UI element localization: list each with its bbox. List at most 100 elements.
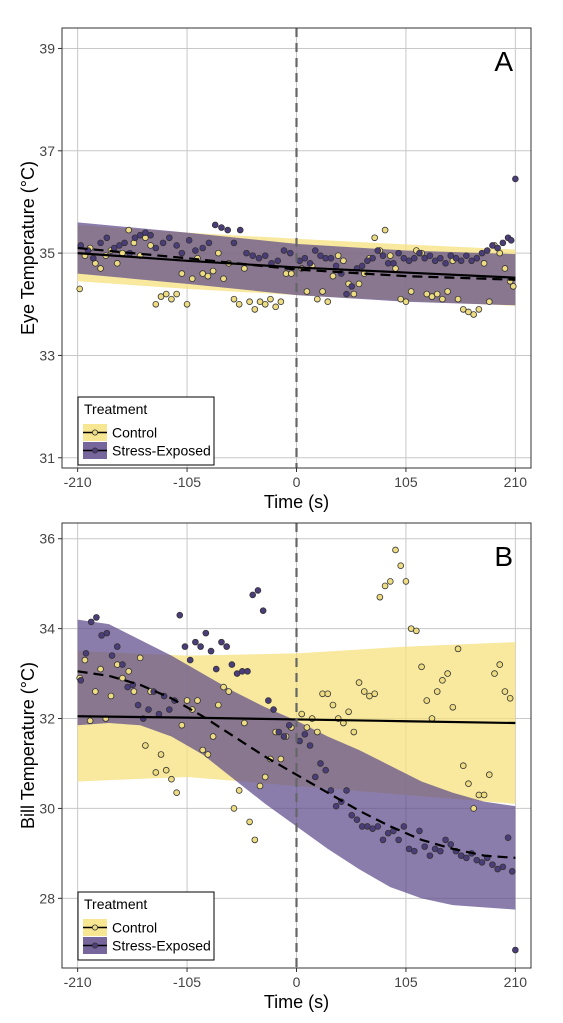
data-point [209, 733, 217, 740]
legend-label: Control [112, 920, 157, 936]
data-point [507, 237, 515, 244]
data-point [329, 701, 337, 709]
data-point [332, 262, 340, 270]
data-point [442, 836, 449, 844]
data-point [168, 295, 175, 303]
y-tick-label: 36 [39, 531, 55, 547]
data-point [183, 697, 191, 704]
data-point [113, 260, 121, 267]
data-point [287, 270, 295, 277]
data-point [364, 257, 371, 265]
x-axis-title: Time (s) [264, 492, 329, 512]
data-point [254, 587, 262, 594]
x-axis-title: Time (s) [264, 992, 329, 1012]
data-point [303, 724, 311, 731]
data-point [501, 265, 509, 272]
data-point [509, 283, 517, 290]
data-point [86, 717, 94, 725]
data-point [400, 254, 408, 262]
data-point [298, 710, 306, 718]
data-point [249, 591, 257, 599]
data-point [470, 805, 477, 812]
data-point [97, 239, 104, 247]
data-point [371, 234, 378, 242]
data-point [478, 859, 486, 866]
data-point [173, 290, 180, 298]
data-point [317, 252, 324, 259]
data-point [324, 298, 332, 306]
data-point [379, 836, 387, 844]
data-point [236, 226, 244, 234]
panel-letter: B [494, 541, 513, 572]
data-point [327, 787, 335, 794]
data-point [280, 247, 288, 254]
data-point [207, 647, 215, 655]
data-point [218, 638, 225, 646]
data-point [410, 254, 418, 262]
data-point [249, 252, 257, 259]
data-point [374, 247, 382, 254]
data-point [173, 242, 180, 249]
y-axis-title: Eye Temperature (°C) [18, 161, 38, 335]
panel-b: -210 -105 0 105 210 28 30 32 34 36 Time (s) Bill Te… [18, 522, 532, 1012]
data-point [322, 766, 329, 774]
data-point [348, 811, 356, 819]
data-point [470, 311, 477, 318]
data-point [103, 629, 111, 637]
data-point [395, 836, 402, 844]
data-point [241, 265, 248, 272]
data-point [277, 755, 285, 763]
data-point [410, 847, 418, 855]
data-point [259, 607, 267, 614]
data-point [246, 818, 253, 826]
data-point [261, 252, 269, 259]
data-point [241, 719, 248, 727]
data-point [371, 690, 378, 698]
fit-line-stress-exposed [77, 246, 516, 281]
data-point [82, 650, 90, 657]
legend: Treatment Control Stress-Exposed [77, 396, 215, 466]
data-point [301, 254, 309, 262]
data-point [447, 841, 455, 848]
data-point [255, 254, 263, 262]
data-point [433, 290, 441, 298]
data-point [204, 751, 212, 758]
data-point [116, 242, 123, 249]
data-point [178, 249, 186, 257]
legend-point [92, 924, 99, 931]
data-point [230, 239, 238, 247]
data-point [418, 663, 425, 671]
data-point [159, 239, 167, 247]
x-tick-label: -105 [173, 974, 201, 990]
data-layer [76, 175, 519, 318]
x-tick-label: -105 [173, 474, 201, 490]
data-point [178, 270, 186, 277]
y-tick-label: 34 [39, 621, 55, 637]
data-point [92, 688, 99, 695]
data-point [142, 229, 149, 236]
data-point [311, 773, 319, 781]
legend-point [92, 942, 99, 949]
data-point [400, 823, 408, 830]
data-point [246, 298, 253, 306]
data-point [358, 262, 366, 270]
data-point [121, 239, 128, 247]
data-point [77, 677, 85, 684]
data-point [194, 697, 201, 704]
data-point [97, 265, 104, 272]
legend-label: Stress-Exposed [112, 443, 211, 459]
data-point [428, 293, 436, 300]
fit-line-control [77, 252, 516, 279]
data-point [220, 275, 227, 282]
data-point [228, 661, 236, 668]
data-point [76, 285, 84, 293]
data-point [457, 257, 465, 265]
data-point [265, 697, 272, 704]
data-point [360, 688, 368, 695]
data-point [209, 267, 217, 275]
data-point [496, 661, 504, 668]
data-point [459, 306, 467, 313]
data-point [426, 252, 434, 259]
data-point [369, 254, 376, 262]
data-point [261, 773, 269, 781]
